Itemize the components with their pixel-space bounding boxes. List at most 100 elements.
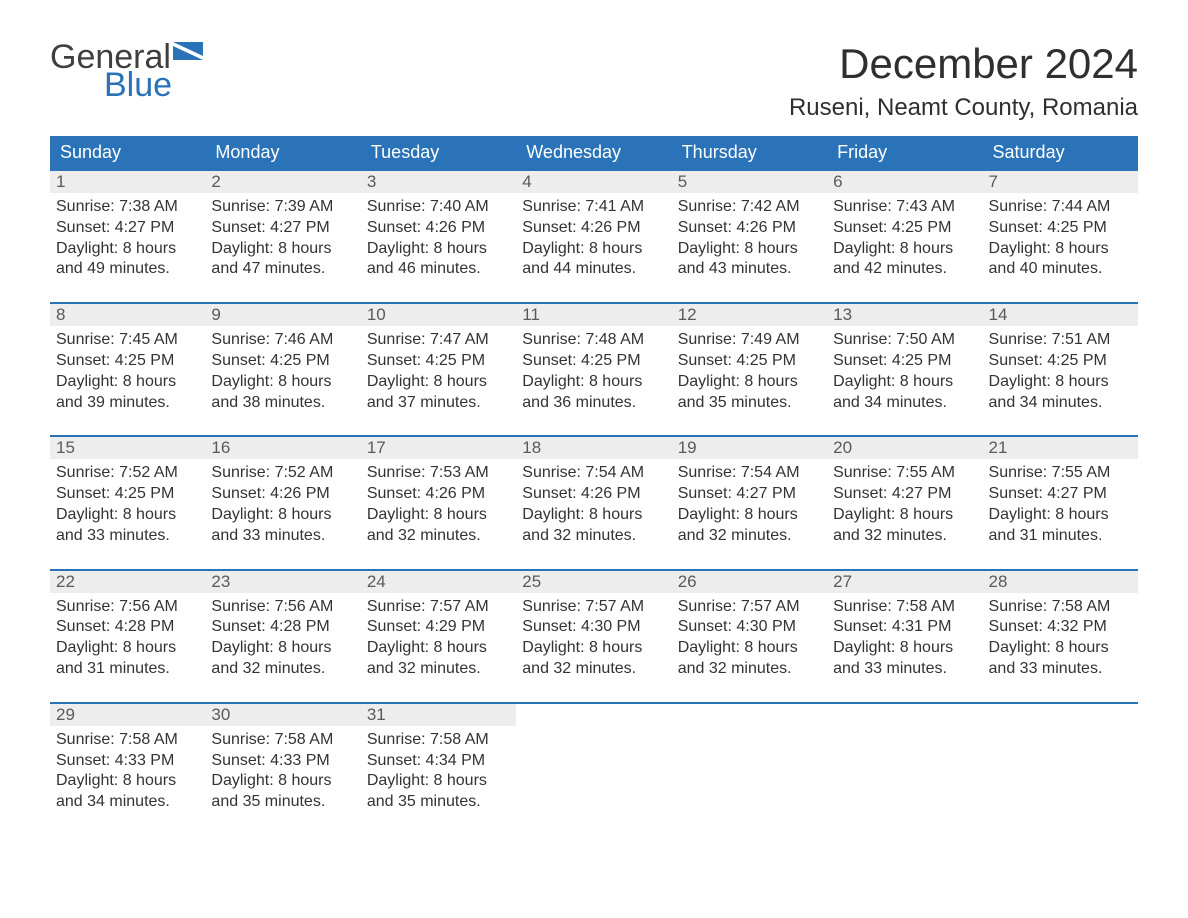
sunrise-text: Sunrise: 7:55 AM bbox=[833, 463, 976, 484]
sunset-text: Sunset: 4:25 PM bbox=[833, 351, 976, 372]
daylight-text-2: and 32 minutes. bbox=[211, 659, 354, 680]
sunrise-text: Sunrise: 7:54 AM bbox=[678, 463, 821, 484]
day-number: 4 bbox=[516, 171, 671, 193]
sunset-text: Sunset: 4:26 PM bbox=[211, 484, 354, 505]
day-body: Sunrise: 7:58 AMSunset: 4:33 PMDaylight:… bbox=[205, 726, 360, 817]
sunset-text: Sunset: 4:27 PM bbox=[211, 218, 354, 239]
day-number: 21 bbox=[983, 437, 1138, 459]
day-number: 9 bbox=[205, 304, 360, 326]
sunset-text: Sunset: 4:33 PM bbox=[211, 751, 354, 772]
day-number: 23 bbox=[205, 571, 360, 593]
daylight-text-1: Daylight: 8 hours bbox=[56, 771, 199, 792]
sunrise-text: Sunrise: 7:48 AM bbox=[522, 330, 665, 351]
day-cell: 4Sunrise: 7:41 AMSunset: 4:26 PMDaylight… bbox=[516, 171, 671, 284]
daylight-text-1: Daylight: 8 hours bbox=[833, 239, 976, 260]
daylight-text-2: and 39 minutes. bbox=[56, 393, 199, 414]
sunrise-text: Sunrise: 7:57 AM bbox=[367, 597, 510, 618]
day-header-tuesday: Tuesday bbox=[361, 136, 516, 169]
sunrise-text: Sunrise: 7:55 AM bbox=[989, 463, 1132, 484]
day-body: Sunrise: 7:50 AMSunset: 4:25 PMDaylight:… bbox=[827, 326, 982, 417]
daylight-text-1: Daylight: 8 hours bbox=[833, 372, 976, 393]
daylight-text-2: and 36 minutes. bbox=[522, 393, 665, 414]
daylight-text-2: and 33 minutes. bbox=[211, 526, 354, 547]
daylight-text-1: Daylight: 8 hours bbox=[367, 638, 510, 659]
daylight-text-2: and 35 minutes. bbox=[211, 792, 354, 813]
sunset-text: Sunset: 4:25 PM bbox=[678, 351, 821, 372]
sunset-text: Sunset: 4:28 PM bbox=[211, 617, 354, 638]
sunrise-text: Sunrise: 7:56 AM bbox=[56, 597, 199, 618]
day-body: Sunrise: 7:56 AMSunset: 4:28 PMDaylight:… bbox=[50, 593, 205, 684]
sunset-text: Sunset: 4:25 PM bbox=[833, 218, 976, 239]
day-cell: 25Sunrise: 7:57 AMSunset: 4:30 PMDayligh… bbox=[516, 571, 671, 684]
daylight-text-2: and 35 minutes. bbox=[678, 393, 821, 414]
day-number: 19 bbox=[672, 437, 827, 459]
sunrise-text: Sunrise: 7:47 AM bbox=[367, 330, 510, 351]
week-row: 15Sunrise: 7:52 AMSunset: 4:25 PMDayligh… bbox=[50, 435, 1138, 550]
daylight-text-2: and 49 minutes. bbox=[56, 259, 199, 280]
daylight-text-1: Daylight: 8 hours bbox=[56, 505, 199, 526]
sunset-text: Sunset: 4:26 PM bbox=[522, 218, 665, 239]
flag-icon bbox=[173, 42, 207, 68]
sunrise-text: Sunrise: 7:42 AM bbox=[678, 197, 821, 218]
daylight-text-1: Daylight: 8 hours bbox=[678, 638, 821, 659]
day-cell: 26Sunrise: 7:57 AMSunset: 4:30 PMDayligh… bbox=[672, 571, 827, 684]
day-cell: 14Sunrise: 7:51 AMSunset: 4:25 PMDayligh… bbox=[983, 304, 1138, 417]
sunset-text: Sunset: 4:34 PM bbox=[367, 751, 510, 772]
daylight-text-1: Daylight: 8 hours bbox=[211, 638, 354, 659]
sunset-text: Sunset: 4:30 PM bbox=[678, 617, 821, 638]
day-cell: 18Sunrise: 7:54 AMSunset: 4:26 PMDayligh… bbox=[516, 437, 671, 550]
day-cell: 11Sunrise: 7:48 AMSunset: 4:25 PMDayligh… bbox=[516, 304, 671, 417]
calendar: Sunday Monday Tuesday Wednesday Thursday… bbox=[50, 136, 1138, 817]
daylight-text-2: and 32 minutes. bbox=[833, 526, 976, 547]
daylight-text-1: Daylight: 8 hours bbox=[522, 505, 665, 526]
daylight-text-2: and 32 minutes. bbox=[678, 526, 821, 547]
day-cell: 29Sunrise: 7:58 AMSunset: 4:33 PMDayligh… bbox=[50, 704, 205, 817]
day-number: 7 bbox=[983, 171, 1138, 193]
daylight-text-1: Daylight: 8 hours bbox=[833, 638, 976, 659]
daylight-text-1: Daylight: 8 hours bbox=[522, 239, 665, 260]
sunset-text: Sunset: 4:28 PM bbox=[56, 617, 199, 638]
daylight-text-2: and 31 minutes. bbox=[56, 659, 199, 680]
logo-text-blue: Blue bbox=[104, 68, 172, 102]
day-body: Sunrise: 7:53 AMSunset: 4:26 PMDaylight:… bbox=[361, 459, 516, 550]
day-cell: 24Sunrise: 7:57 AMSunset: 4:29 PMDayligh… bbox=[361, 571, 516, 684]
sunset-text: Sunset: 4:33 PM bbox=[56, 751, 199, 772]
sunset-text: Sunset: 4:25 PM bbox=[522, 351, 665, 372]
header: General Blue December 2024 Ruseni, Neamt… bbox=[50, 40, 1138, 122]
day-cell bbox=[827, 704, 982, 817]
day-header-monday: Monday bbox=[205, 136, 360, 169]
daylight-text-2: and 42 minutes. bbox=[833, 259, 976, 280]
day-header-friday: Friday bbox=[827, 136, 982, 169]
sunrise-text: Sunrise: 7:43 AM bbox=[833, 197, 976, 218]
daylight-text-2: and 37 minutes. bbox=[367, 393, 510, 414]
daylight-text-1: Daylight: 8 hours bbox=[211, 771, 354, 792]
location: Ruseni, Neamt County, Romania bbox=[789, 94, 1138, 122]
day-header-sunday: Sunday bbox=[50, 136, 205, 169]
day-number: 29 bbox=[50, 704, 205, 726]
day-cell: 2Sunrise: 7:39 AMSunset: 4:27 PMDaylight… bbox=[205, 171, 360, 284]
daylight-text-1: Daylight: 8 hours bbox=[522, 372, 665, 393]
daylight-text-2: and 32 minutes. bbox=[367, 659, 510, 680]
week-row: 8Sunrise: 7:45 AMSunset: 4:25 PMDaylight… bbox=[50, 302, 1138, 417]
day-body: Sunrise: 7:48 AMSunset: 4:25 PMDaylight:… bbox=[516, 326, 671, 417]
day-body: Sunrise: 7:52 AMSunset: 4:25 PMDaylight:… bbox=[50, 459, 205, 550]
sunrise-text: Sunrise: 7:50 AM bbox=[833, 330, 976, 351]
day-cell: 23Sunrise: 7:56 AMSunset: 4:28 PMDayligh… bbox=[205, 571, 360, 684]
day-number: 16 bbox=[205, 437, 360, 459]
day-body: Sunrise: 7:57 AMSunset: 4:29 PMDaylight:… bbox=[361, 593, 516, 684]
sunrise-text: Sunrise: 7:57 AM bbox=[678, 597, 821, 618]
day-cell: 1Sunrise: 7:38 AMSunset: 4:27 PMDaylight… bbox=[50, 171, 205, 284]
day-cell: 27Sunrise: 7:58 AMSunset: 4:31 PMDayligh… bbox=[827, 571, 982, 684]
daylight-text-2: and 32 minutes. bbox=[678, 659, 821, 680]
sunrise-text: Sunrise: 7:40 AM bbox=[367, 197, 510, 218]
page-title: December 2024 bbox=[789, 40, 1138, 88]
day-header-wednesday: Wednesday bbox=[516, 136, 671, 169]
sunrise-text: Sunrise: 7:58 AM bbox=[833, 597, 976, 618]
day-number: 27 bbox=[827, 571, 982, 593]
sunset-text: Sunset: 4:26 PM bbox=[367, 218, 510, 239]
day-cell: 22Sunrise: 7:56 AMSunset: 4:28 PMDayligh… bbox=[50, 571, 205, 684]
day-number bbox=[672, 704, 827, 726]
daylight-text-2: and 35 minutes. bbox=[367, 792, 510, 813]
daylight-text-2: and 47 minutes. bbox=[211, 259, 354, 280]
sunrise-text: Sunrise: 7:57 AM bbox=[522, 597, 665, 618]
